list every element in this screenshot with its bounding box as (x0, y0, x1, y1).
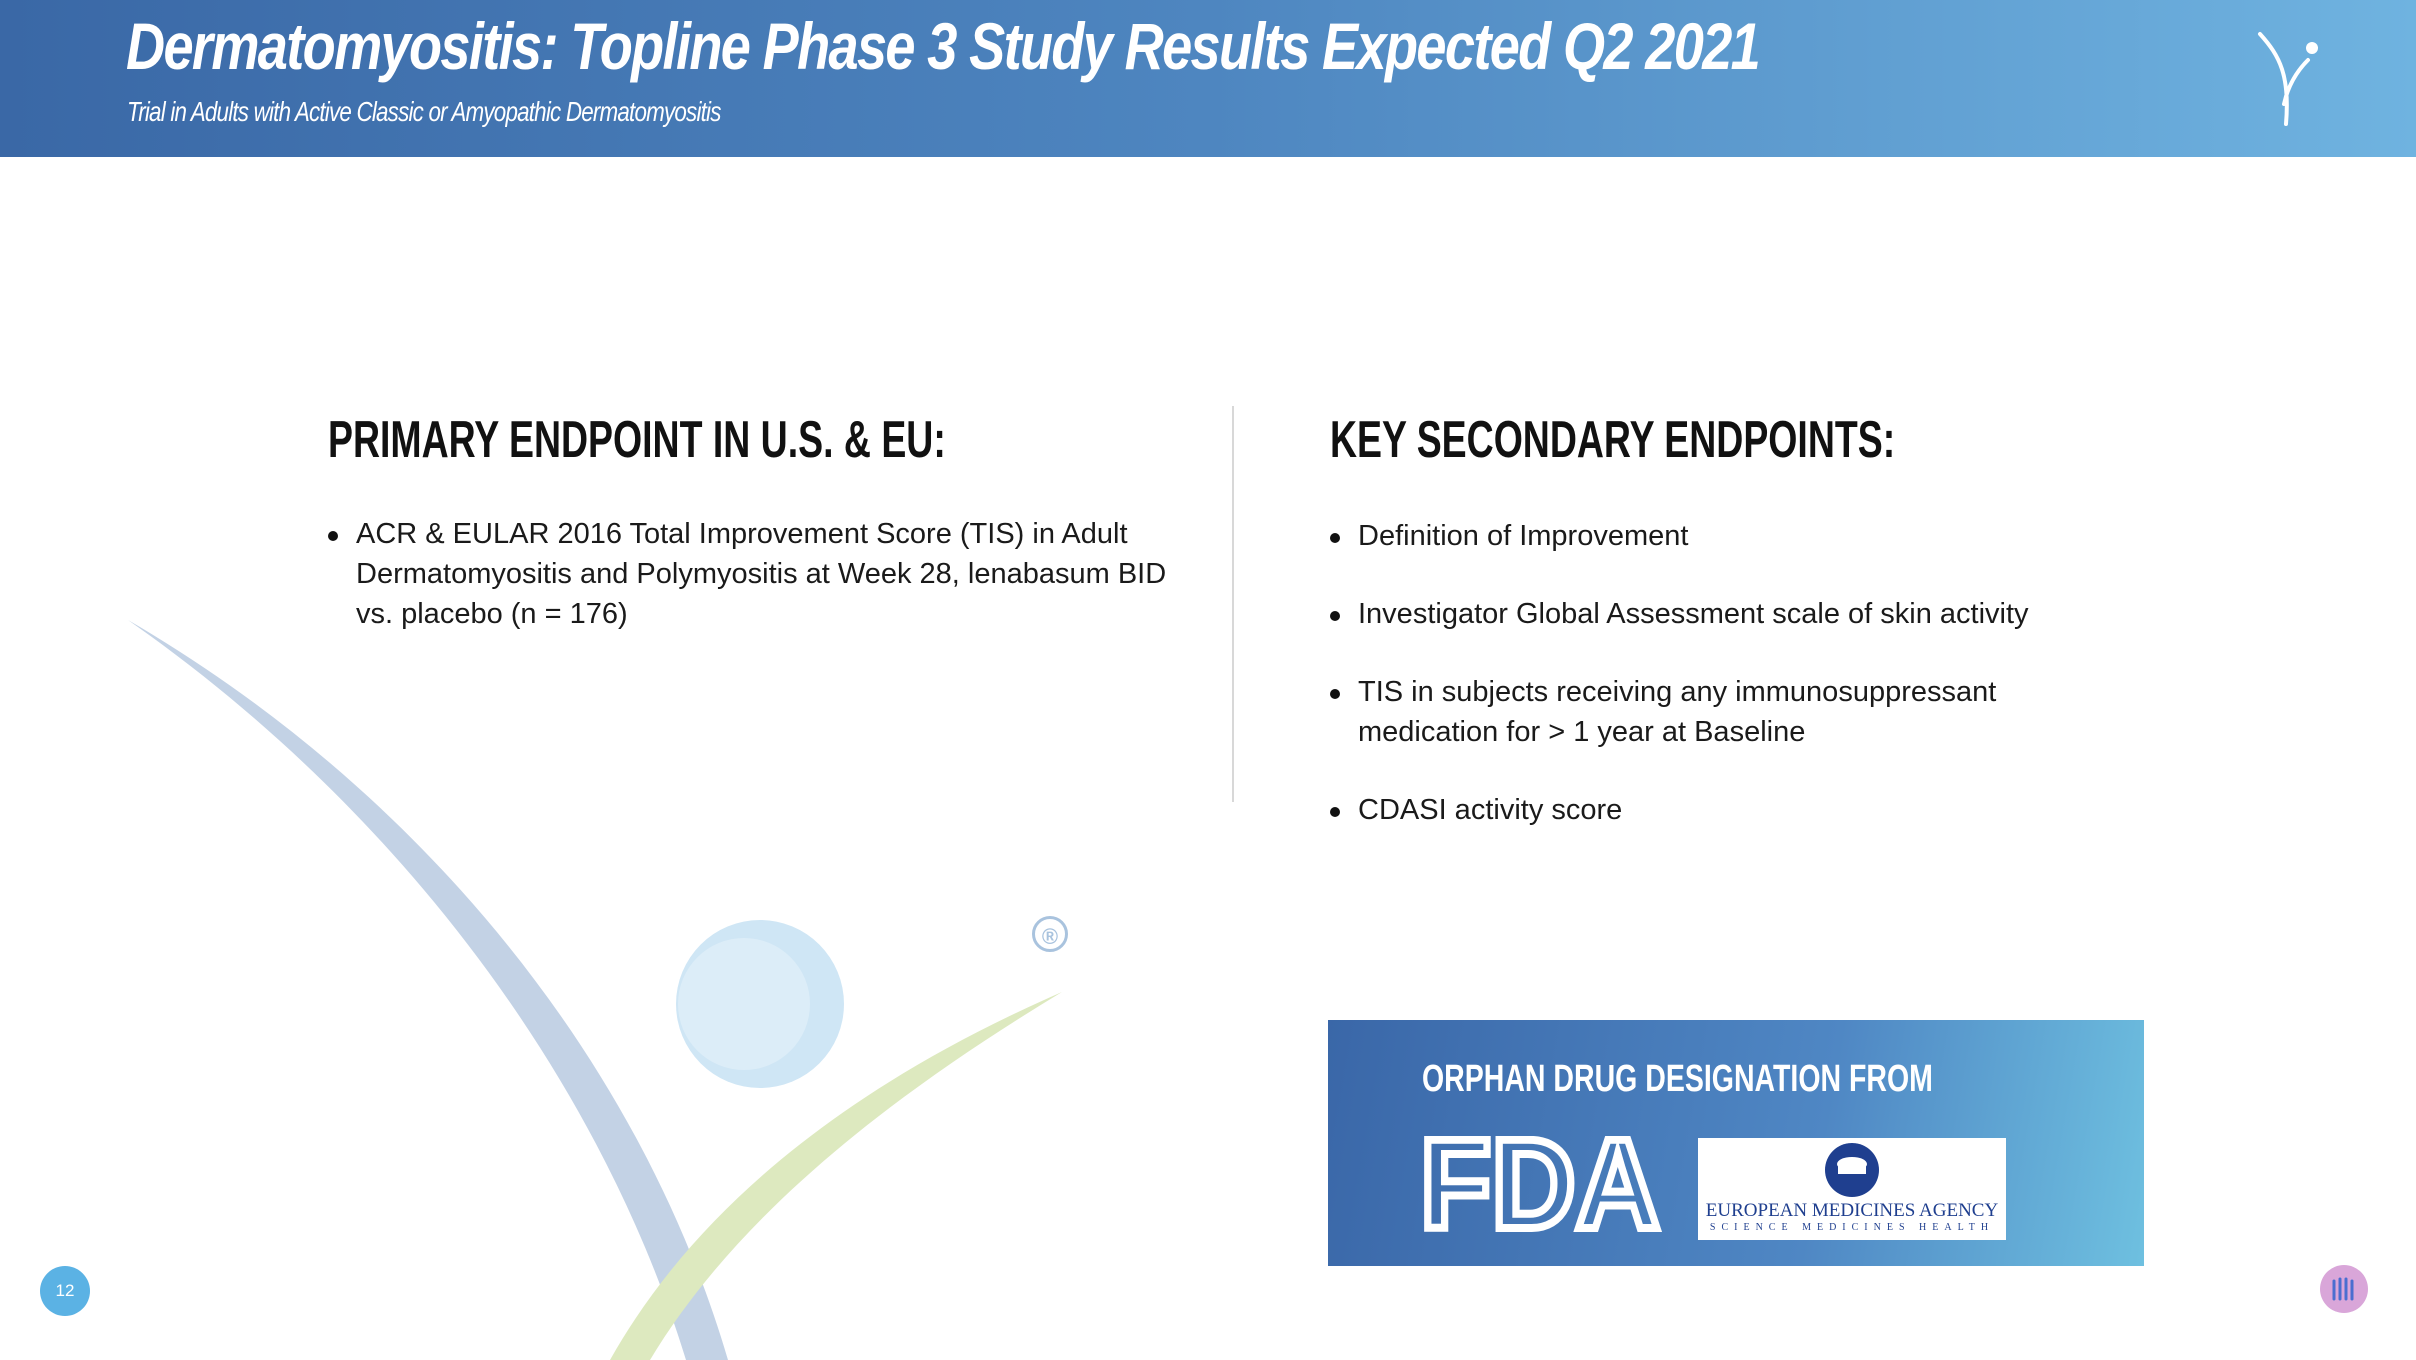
primary-endpoint-list: ACR & EULAR 2016 Total Improvement Score… (328, 514, 1168, 634)
ema-name: EUROPEAN MEDICINES AGENCY (1705, 1200, 1999, 1221)
secondary-endpoints-heading: KEY SECONDARY ENDPOINTS: (1330, 411, 1896, 469)
company-logo-icon (2258, 32, 2318, 126)
svg-text:FDA: FDA (1420, 1136, 1660, 1236)
ema-tagline: SCIENCE MEDICINES HEALTH (1709, 1222, 1995, 1233)
list-item: ACR & EULAR 2016 Total Improvement Score… (328, 514, 1168, 634)
fda-logo: FDA (1420, 1136, 1662, 1236)
page-number-badge: 12 (40, 1266, 90, 1316)
page-subtitle: Trial in Adults with Active Classic or A… (127, 96, 721, 127)
registered-mark: ® (1032, 916, 1068, 952)
list-item: CDASI activity score (1330, 790, 2090, 830)
secondary-endpoints-list: Definition of Improvement Investigator G… (1330, 516, 2090, 868)
brand-corner-icon (2320, 1265, 2368, 1313)
column-divider (1232, 406, 1234, 802)
page-title: Dermatomyositis: Topline Phase 3 Study R… (126, 9, 1761, 83)
orphan-designation-title: ORPHAN DRUG DESIGNATION FROM (1422, 1058, 1933, 1100)
list-item: Definition of Improvement (1330, 516, 2090, 556)
list-item: TIS in subjects receiving any immunosupp… (1330, 672, 2090, 752)
header-banner: Dermatomyositis: Topline Phase 3 Study R… (0, 0, 2416, 157)
ema-logo: EUROPEAN MEDICINES AGENCY SCIENCE MEDICI… (1698, 1138, 2006, 1240)
list-item: Investigator Global Assessment scale of … (1330, 594, 2090, 634)
ema-emblem-icon (1825, 1143, 1879, 1197)
orphan-designation-box: ORPHAN DRUG DESIGNATION FROM FDA EUROPEA… (1328, 1020, 2144, 1266)
primary-endpoint-heading: PRIMARY ENDPOINT IN U.S. & EU: (328, 411, 946, 469)
